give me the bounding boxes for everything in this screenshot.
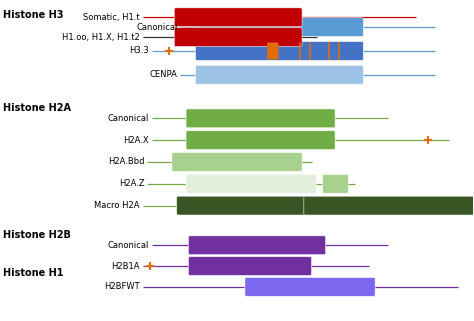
Text: H2BFWT: H2BFWT	[104, 282, 140, 291]
FancyBboxPatch shape	[186, 131, 335, 150]
Text: H2A.X: H2A.X	[124, 136, 149, 145]
Text: Canonical: Canonical	[136, 23, 177, 32]
Text: Histone H2A: Histone H2A	[3, 103, 72, 113]
FancyBboxPatch shape	[267, 42, 279, 59]
Text: Somatic, H1.t: Somatic, H1.t	[83, 13, 140, 22]
FancyBboxPatch shape	[245, 277, 375, 296]
FancyBboxPatch shape	[186, 109, 335, 128]
Text: H3.3: H3.3	[129, 47, 149, 56]
FancyBboxPatch shape	[177, 196, 307, 215]
FancyBboxPatch shape	[195, 18, 364, 37]
FancyBboxPatch shape	[172, 152, 302, 171]
Text: H2A.Z: H2A.Z	[119, 179, 145, 188]
FancyBboxPatch shape	[304, 196, 474, 215]
Text: Canonical: Canonical	[108, 114, 149, 123]
Text: Histone H2B: Histone H2B	[3, 230, 71, 240]
FancyBboxPatch shape	[188, 257, 311, 275]
Text: H1.oo, H1.X, H1.t2: H1.oo, H1.X, H1.t2	[62, 32, 140, 42]
FancyBboxPatch shape	[323, 174, 348, 193]
Text: H2B1A: H2B1A	[111, 262, 140, 271]
FancyBboxPatch shape	[188, 236, 326, 255]
Text: Canonical: Canonical	[108, 241, 149, 250]
Text: Histone H1: Histone H1	[3, 268, 64, 278]
Text: Histone H3: Histone H3	[3, 10, 64, 20]
Text: CENPA: CENPA	[150, 70, 177, 79]
FancyBboxPatch shape	[174, 28, 302, 47]
Text: H2A.Bbd: H2A.Bbd	[108, 158, 145, 167]
FancyBboxPatch shape	[186, 174, 316, 193]
FancyBboxPatch shape	[195, 65, 364, 84]
FancyBboxPatch shape	[195, 41, 364, 60]
Text: Macro H2A: Macro H2A	[94, 201, 140, 210]
FancyBboxPatch shape	[174, 8, 302, 27]
